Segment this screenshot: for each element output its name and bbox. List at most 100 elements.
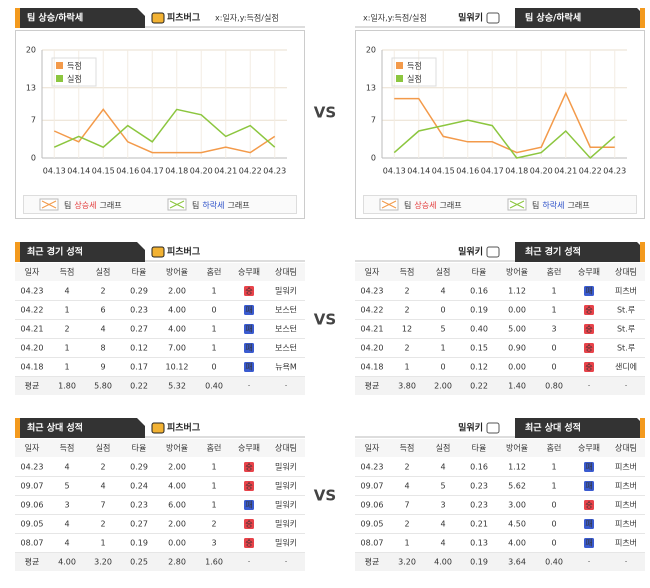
y-tick-label: 20 <box>366 46 376 55</box>
column-header: 상대팀 <box>615 443 637 453</box>
table-cell: 4 <box>440 539 445 548</box>
column-header: 상대팀 <box>615 267 637 277</box>
table-cell: 0.00 <box>508 363 526 372</box>
column-header: 일자 <box>25 444 40 453</box>
column-header-bg <box>355 263 645 281</box>
table-cell: 2 <box>404 344 409 353</box>
table-cell: 1 <box>211 463 216 472</box>
column-header: 홈런 <box>547 267 562 277</box>
column-header: 득점 <box>400 443 415 453</box>
y-tick-label: 0 <box>371 154 376 163</box>
average-cell: 0.19 <box>470 558 488 567</box>
table-cell: 0 <box>211 306 216 315</box>
average-cell: 3.20 <box>398 558 416 567</box>
team-logo <box>151 422 165 434</box>
table-cell: 0.23 <box>130 501 148 510</box>
result-text: 승 <box>585 363 592 372</box>
trend-icon-lines <box>509 200 525 209</box>
result-text: 패 <box>245 343 252 353</box>
column-header: 일자 <box>365 444 380 453</box>
average-cell: · <box>625 382 628 391</box>
x-tick-label: 04.20 <box>190 167 213 176</box>
result-icon <box>584 305 594 315</box>
vs-label: VS <box>314 104 336 122</box>
legend-swatch <box>56 75 63 82</box>
column-header: 홈런 <box>547 443 562 453</box>
table-cell: 04.23 <box>21 287 44 296</box>
header-tab <box>515 242 645 262</box>
table-cell: 4.00 <box>168 482 186 491</box>
table-cell: 04.21 <box>21 325 44 334</box>
table-cell: 밀워키 <box>275 463 297 472</box>
average-cell: 1.60 <box>205 558 223 567</box>
result-text: 승 <box>585 501 592 510</box>
table-cell: 0.00 <box>508 306 526 315</box>
table-cell: 밀워키 <box>275 287 297 296</box>
column-header-bg <box>15 263 305 281</box>
table-cell: 피츠버 <box>615 481 637 491</box>
table-cell: 피츠버 <box>615 500 637 510</box>
table-cell: 4 <box>64 539 69 548</box>
header-accent <box>640 8 645 28</box>
result-icon <box>584 286 594 296</box>
team-name: 피츠버그 <box>167 12 200 24</box>
result-icon <box>244 324 254 334</box>
vs-label: VS <box>314 311 336 329</box>
legend-box <box>391 57 437 87</box>
table-cell: 0 <box>551 363 556 372</box>
table-cell: 04.21 <box>361 325 384 334</box>
axis-note: x:일자,y:득점/실점 <box>363 13 427 23</box>
axis-note: x:일자,y:득점/실점 <box>215 13 279 23</box>
table-cell: 04.22 <box>21 306 44 315</box>
result-text: 승 <box>585 325 592 334</box>
table-cell: 04.20 <box>21 344 44 353</box>
column-header: 일자 <box>25 268 40 277</box>
table-cell: 09.07 <box>21 482 44 491</box>
result-text: 패 <box>585 286 592 296</box>
table-cell: 0.12 <box>130 344 148 353</box>
result-icon <box>244 343 254 353</box>
table-cell: 6.00 <box>168 501 186 510</box>
table-cell: 0.13 <box>470 539 488 548</box>
x-tick-label: 04.20 <box>530 167 553 176</box>
average-cell: 2.80 <box>168 558 186 567</box>
x-tick-label: 04.13 <box>383 167 406 176</box>
y-tick-label: 0 <box>31 154 36 163</box>
average-row-bg <box>355 553 645 571</box>
table-cell: 04.18 <box>21 363 44 372</box>
trend-legend-strip <box>363 195 637 214</box>
x-tick-label: 04.17 <box>141 167 164 176</box>
table-cell: 5 <box>440 482 445 491</box>
result-text: 패 <box>585 462 592 472</box>
trend-legend-text: 팀 하락세 그래프 <box>532 200 590 210</box>
table-cell: 2.00 <box>168 520 186 529</box>
trend-prefix: 팀 <box>64 200 71 210</box>
x-tick-label: 04.23 <box>603 167 626 176</box>
average-cell: 0.22 <box>130 382 148 391</box>
result-icon <box>244 500 254 510</box>
column-header: 실점 <box>436 267 451 277</box>
table-cell: 12 <box>402 325 412 334</box>
column-header: 홈런 <box>207 267 222 277</box>
table-cell: 4 <box>440 463 445 472</box>
result-icon <box>244 481 254 491</box>
header-tab <box>15 242 145 262</box>
table-cell: 1 <box>440 344 445 353</box>
table-cell: 2 <box>100 520 105 529</box>
result-text: 패 <box>245 305 252 315</box>
table-cell: 0.16 <box>470 287 488 296</box>
table-cell: 밀워키 <box>275 482 297 491</box>
table-cell: 1 <box>551 463 556 472</box>
column-header: 승무패 <box>578 443 600 453</box>
vs-label: VS <box>314 487 336 505</box>
legend-swatch <box>396 62 403 69</box>
table-cell: 1 <box>211 287 216 296</box>
average-cell: · <box>625 558 628 567</box>
table-cell: 0.29 <box>130 463 148 472</box>
x-tick-label: 04.21 <box>214 167 237 176</box>
trend-legend-text: 팀 상승세 그래프 <box>404 200 462 210</box>
table-cell: 2 <box>100 463 105 472</box>
y-tick-label: 20 <box>26 46 36 55</box>
trend-keyword: 상승세 <box>414 200 436 210</box>
x-tick-label: 04.22 <box>579 167 602 176</box>
